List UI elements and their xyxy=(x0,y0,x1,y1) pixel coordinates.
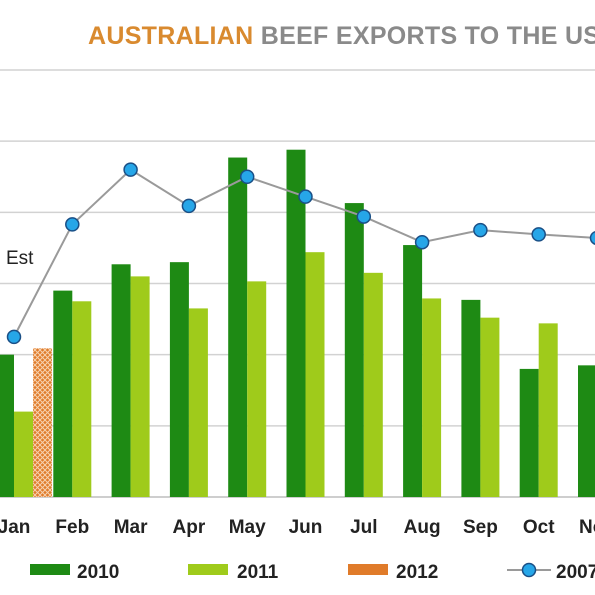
tick-apr: Apr xyxy=(173,517,206,538)
point-2007-feb xyxy=(65,217,80,232)
bar-2010-may xyxy=(228,157,248,497)
bar-2011-jan xyxy=(14,411,33,497)
bar-2011-apr xyxy=(188,308,208,497)
bar-2011-may xyxy=(247,281,267,497)
bar-2010-nov xyxy=(578,365,595,497)
bar-2010-jul xyxy=(344,203,364,497)
point-2007-nov xyxy=(589,230,595,245)
tick-may: May xyxy=(229,517,266,538)
point-2007-aug xyxy=(414,234,430,250)
chart-title: AUSTRALIAN BEEF EXPORTS TO THE US xyxy=(88,22,595,51)
bar-2012-jan xyxy=(33,348,52,497)
bar-2011-jul xyxy=(363,272,383,497)
bar-2011-aug xyxy=(422,298,442,497)
bar-2010-apr xyxy=(169,262,189,497)
legend-2007-marker-swatch xyxy=(521,562,537,578)
point-2007-jul xyxy=(356,209,372,224)
bar-2010-mar xyxy=(111,264,131,497)
bar-2011-sep xyxy=(480,317,500,497)
bar-2010-oct xyxy=(519,368,539,497)
bar-2011-feb xyxy=(72,301,92,497)
bars xyxy=(0,149,595,497)
x-axis-ticks: Jan Feb Mar Apr May Jun Jul Aug Sep Oct Nov xyxy=(0,517,595,538)
legend-2007-label: 2007 xyxy=(556,562,595,583)
legend-2012-swatch xyxy=(348,564,388,575)
bar-2010-aug xyxy=(403,245,423,497)
tick-aug: Aug xyxy=(404,517,441,538)
legend-2010-label: 2010 xyxy=(77,562,119,583)
tick-oct: Oct xyxy=(523,517,555,538)
bar-2010-jan xyxy=(0,354,14,497)
point-2007-mar xyxy=(123,162,138,177)
legend: 2010 2011 2012 2007 xyxy=(30,562,595,583)
point-2007-may xyxy=(239,169,255,184)
tick-mar: Mar xyxy=(114,517,148,538)
est-annotation: Est xyxy=(6,248,34,269)
point-2007-apr xyxy=(181,198,197,214)
series-2007-markers xyxy=(6,162,595,345)
bar-2010-feb xyxy=(53,290,73,497)
point-2007-oct xyxy=(531,227,546,242)
tick-nov: Nov xyxy=(579,517,595,538)
tick-sep: Sep xyxy=(463,517,498,538)
bar-2011-jun xyxy=(305,252,325,497)
bar-2010-sep xyxy=(461,299,481,497)
legend-2011-swatch xyxy=(188,564,228,575)
tick-jan: Jan xyxy=(0,517,30,538)
bar-2011-oct xyxy=(538,323,558,497)
legend-2012-label: 2012 xyxy=(396,562,438,583)
tick-jul: Jul xyxy=(350,517,377,538)
point-2007-jun xyxy=(298,189,313,204)
bar-2010-jun xyxy=(286,149,306,497)
point-2007-sep xyxy=(473,222,488,238)
bar-2011-mar xyxy=(130,276,150,497)
tick-jun: Jun xyxy=(289,517,323,538)
point-2007-jan xyxy=(6,329,22,345)
chart-title-highlight: AUSTRALIAN xyxy=(88,22,254,50)
legend-2011-label: 2011 xyxy=(237,562,279,583)
chart-title-rest: BEEF EXPORTS TO THE US xyxy=(260,22,595,50)
tick-feb: Feb xyxy=(55,517,89,538)
legend-2010-swatch xyxy=(30,564,70,575)
